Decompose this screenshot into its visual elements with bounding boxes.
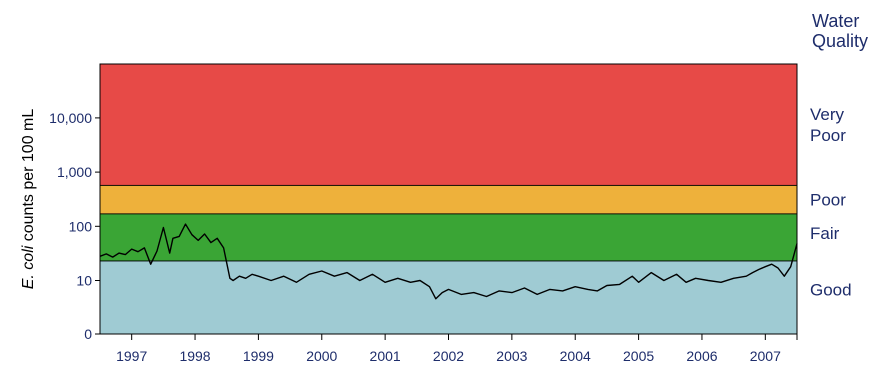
y-axis-title-italic: E. coli — [20, 245, 37, 289]
x-tick-label-1997: 1997 — [116, 348, 147, 364]
y-tick-label-10: 10 — [76, 273, 92, 289]
band-label-good-0: Good — [810, 280, 852, 299]
band-poor — [99, 184, 798, 215]
x-tick-label-2006: 2006 — [686, 348, 717, 364]
x-tick-label-1998: 1998 — [179, 348, 210, 364]
title-line-1: Quality — [812, 31, 868, 51]
ecoli-series — [99, 223, 798, 300]
x-tick-label-2004: 2004 — [560, 348, 591, 364]
band-labels: Good Fair Poor Very Poor — [810, 105, 852, 299]
y-tick-label-0: 0 — [84, 326, 92, 342]
band-label-fair-0: Fair — [810, 224, 840, 243]
x-axis: 1997 1998 1999 2000 2001 2002 2003 2004 2005 2006… — [116, 334, 798, 364]
title-line-0: Water — [812, 11, 859, 31]
band-good — [99, 260, 798, 335]
band-label-poor-0: Poor — [810, 191, 846, 210]
y-tick-label-10,000: 10,000 — [49, 110, 92, 126]
x-tick-label-2000: 2000 — [306, 348, 337, 364]
y-axis: 0 10 100 1,000 10,000 — [49, 110, 100, 342]
band-fair — [99, 213, 798, 262]
x-tick-label-1999: 1999 — [243, 348, 274, 364]
y-tick-label-100: 100 — [69, 218, 93, 234]
series-line-0 — [99, 223, 798, 300]
y-tick-label-1,000: 1,000 — [57, 164, 92, 180]
x-tick-label-2005: 2005 — [623, 348, 654, 364]
x-tick-label-2002: 2002 — [433, 348, 464, 364]
band-label-very-poor-0: Very — [810, 105, 845, 124]
x-tick-label-2007: 2007 — [750, 348, 781, 364]
quality-bands — [99, 63, 798, 335]
x-tick-label-2001: 2001 — [370, 348, 401, 364]
x-tick-label-2003: 2003 — [496, 348, 527, 364]
y-axis-title: E. coli counts per 100 mL — [20, 109, 37, 290]
band-label-very-poor-1: Poor — [810, 126, 846, 145]
y-axis-title-rest: counts per 100 mL — [20, 109, 37, 246]
band-very-poor — [99, 63, 798, 186]
